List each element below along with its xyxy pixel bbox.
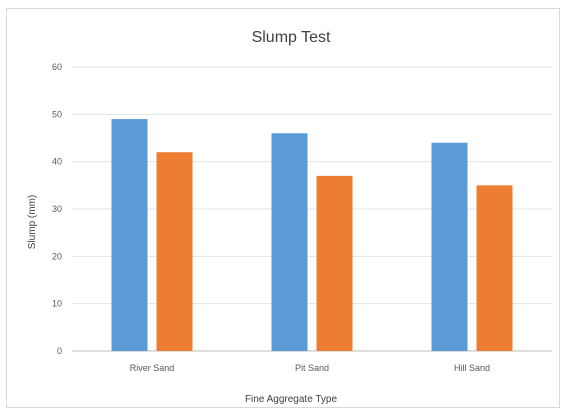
y-tick-label: 40 <box>52 157 62 167</box>
bars <box>111 119 513 351</box>
bar <box>271 133 308 351</box>
y-tick-label: 50 <box>52 109 62 119</box>
y-tick-label: 30 <box>52 204 62 214</box>
bar <box>431 142 468 351</box>
bar <box>316 175 353 351</box>
x-tick-label: Pit Sand <box>295 363 329 373</box>
x-tick-labels: River Sand Pit Sand Hill Sand <box>130 363 490 373</box>
x-tick-label: Hill Sand <box>454 363 490 373</box>
y-tick-label: 20 <box>52 251 62 261</box>
bar <box>476 185 513 351</box>
y-tick-label: 10 <box>52 299 62 309</box>
y-tick-labels: 0 10 20 30 40 50 60 <box>52 62 62 356</box>
x-axis-title: Fine Aggregate Type <box>245 394 338 405</box>
gridlines <box>72 66 552 352</box>
chart-title: Slump Test <box>252 29 331 46</box>
y-tick-label: 0 <box>57 346 62 356</box>
bar <box>156 152 193 351</box>
x-tick-label: River Sand <box>130 363 175 373</box>
y-tick-label: 60 <box>52 62 62 72</box>
y-axis-title: Slump (mm) <box>27 195 38 249</box>
bar <box>111 119 148 351</box>
